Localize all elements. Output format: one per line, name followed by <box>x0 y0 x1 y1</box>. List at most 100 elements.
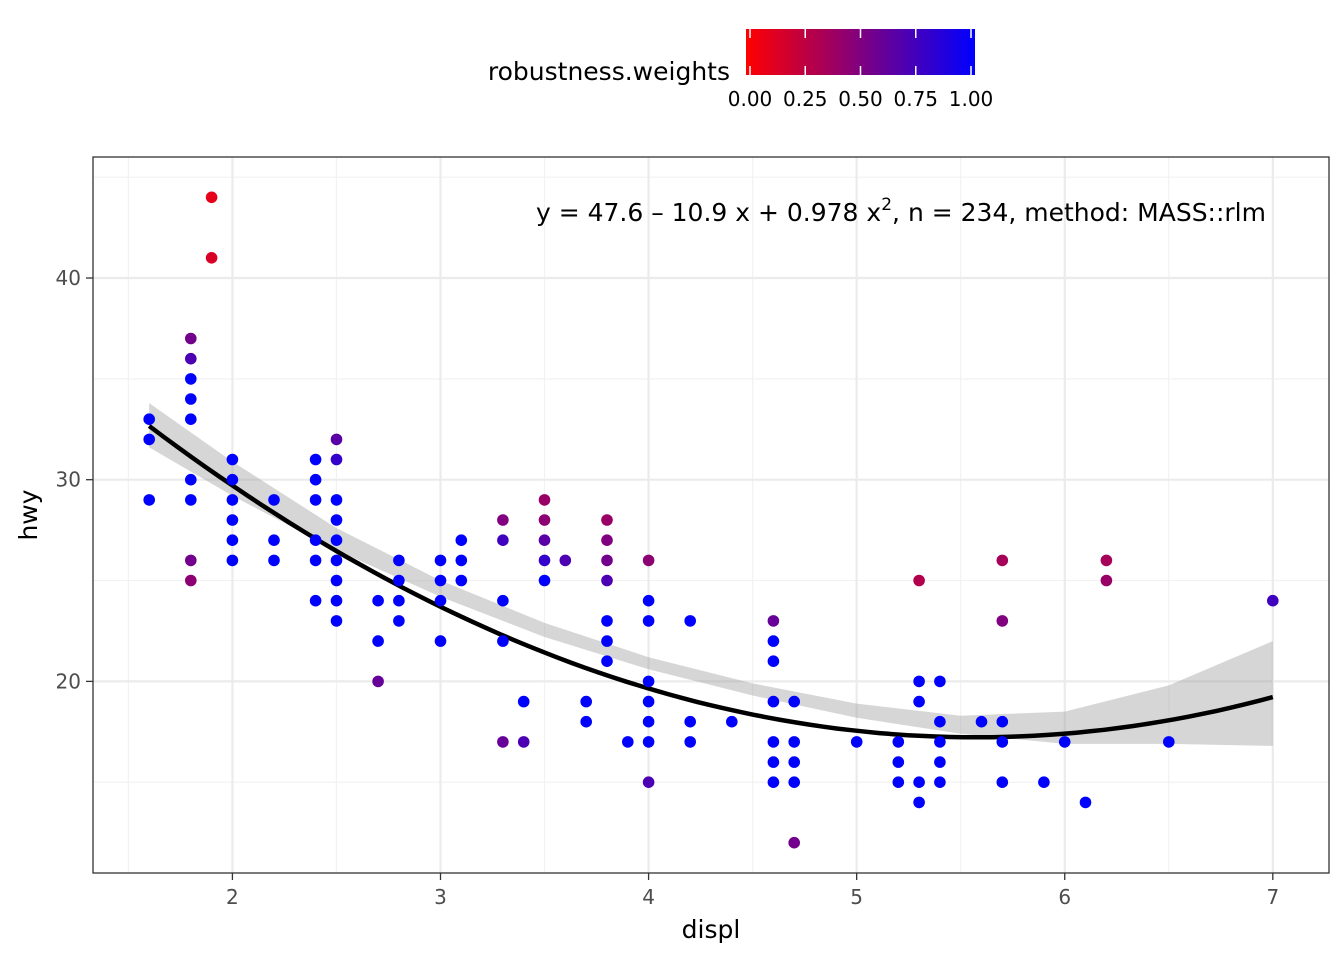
data-point <box>455 574 468 587</box>
data-point <box>372 635 384 647</box>
data-point <box>1038 776 1050 788</box>
data-point <box>268 554 280 567</box>
data-point <box>434 594 447 607</box>
data-point <box>226 473 239 486</box>
data-point <box>601 534 613 546</box>
data-point <box>788 836 800 849</box>
data-point <box>538 514 551 526</box>
data-point <box>642 695 655 708</box>
data-point <box>434 574 447 587</box>
data-point <box>185 352 197 365</box>
data-point <box>185 413 197 426</box>
data-point <box>330 514 343 526</box>
data-point <box>330 615 343 627</box>
x-tick-label: 2 <box>226 885 239 909</box>
y-tick-label: 30 <box>56 468 81 492</box>
data-point <box>684 615 696 627</box>
panel-background <box>93 157 1329 873</box>
equation-annotation: y = 47.6 – 10.9 x + 0.978 x2, n = 234, m… <box>536 195 1266 227</box>
x-tick-label: 4 <box>642 885 655 909</box>
grid-lines <box>93 157 1329 873</box>
plot-panel: y = 47.6 – 10.9 x + 0.978 x2, n = 234, m… <box>92 156 1330 874</box>
data-point <box>767 776 780 788</box>
data-point <box>1163 736 1175 748</box>
data-point <box>185 574 197 587</box>
data-point <box>892 756 905 768</box>
fit-line-layer <box>147 424 1274 740</box>
data-point <box>309 473 322 486</box>
data-point <box>788 756 800 768</box>
data-point <box>185 554 197 567</box>
data-point <box>185 332 197 345</box>
legend-tick-label: 0.00 <box>728 87 773 111</box>
data-point <box>309 554 322 567</box>
data-point <box>996 715 1009 728</box>
data-point <box>934 715 946 728</box>
data-point <box>309 494 322 506</box>
data-point <box>788 695 800 708</box>
data-point <box>517 736 530 748</box>
data-point <box>767 756 780 768</box>
data-point <box>455 534 468 546</box>
data-point <box>538 494 551 506</box>
data-point <box>767 615 780 627</box>
equation-exponent: 2 <box>881 195 892 215</box>
data-point <box>934 675 946 688</box>
data-point <box>538 554 551 567</box>
legend-tick-label: 0.25 <box>783 87 828 111</box>
data-point <box>434 635 447 647</box>
data-point <box>642 675 655 688</box>
data-point <box>622 736 634 748</box>
data-point <box>497 594 509 607</box>
legend-tick-label: 1.00 <box>949 87 994 111</box>
panel-border <box>92 156 1330 874</box>
data-point <box>393 554 405 567</box>
data-point <box>185 373 197 385</box>
data-point <box>642 776 655 788</box>
data-point <box>767 695 780 708</box>
legend-tick-label: 0.50 <box>838 87 883 111</box>
data-point <box>330 494 343 506</box>
x-tick-label: 5 <box>850 885 863 909</box>
data-point <box>226 514 239 526</box>
data-point <box>1100 574 1113 587</box>
data-point <box>1100 554 1113 567</box>
data-point <box>601 574 613 587</box>
data-point <box>330 554 343 567</box>
data-point <box>205 251 218 264</box>
data-point <box>934 756 946 768</box>
data-point <box>143 413 155 426</box>
data-point <box>330 574 343 587</box>
data-point <box>996 776 1009 788</box>
x-tick-label: 3 <box>434 885 447 909</box>
data-point <box>455 554 468 567</box>
data-point <box>601 615 613 627</box>
points-layer <box>143 191 1279 849</box>
data-point <box>268 534 280 546</box>
y-tick-label: 20 <box>56 669 81 693</box>
data-point <box>788 736 800 748</box>
x-axis-title: displ <box>682 915 741 944</box>
data-point <box>913 695 925 708</box>
x-tick-label: 7 <box>1266 885 1279 909</box>
data-point <box>601 554 613 567</box>
data-point <box>330 433 343 446</box>
data-point <box>601 514 613 526</box>
data-point <box>1058 736 1071 748</box>
data-point <box>726 715 738 728</box>
data-point <box>143 433 155 446</box>
data-point <box>330 534 343 546</box>
data-point <box>1079 796 1092 809</box>
data-point <box>996 736 1009 748</box>
data-point <box>913 675 925 688</box>
data-point <box>185 473 197 486</box>
data-point <box>434 554 447 567</box>
data-point <box>580 695 592 708</box>
legend-tick-label: 0.75 <box>893 87 938 111</box>
equation-suffix: , n = 234, method: MASS::rlm <box>892 198 1266 227</box>
data-point <box>393 615 405 627</box>
data-point <box>767 635 780 647</box>
data-point <box>372 675 384 688</box>
data-point <box>913 776 925 788</box>
data-point <box>226 494 239 506</box>
